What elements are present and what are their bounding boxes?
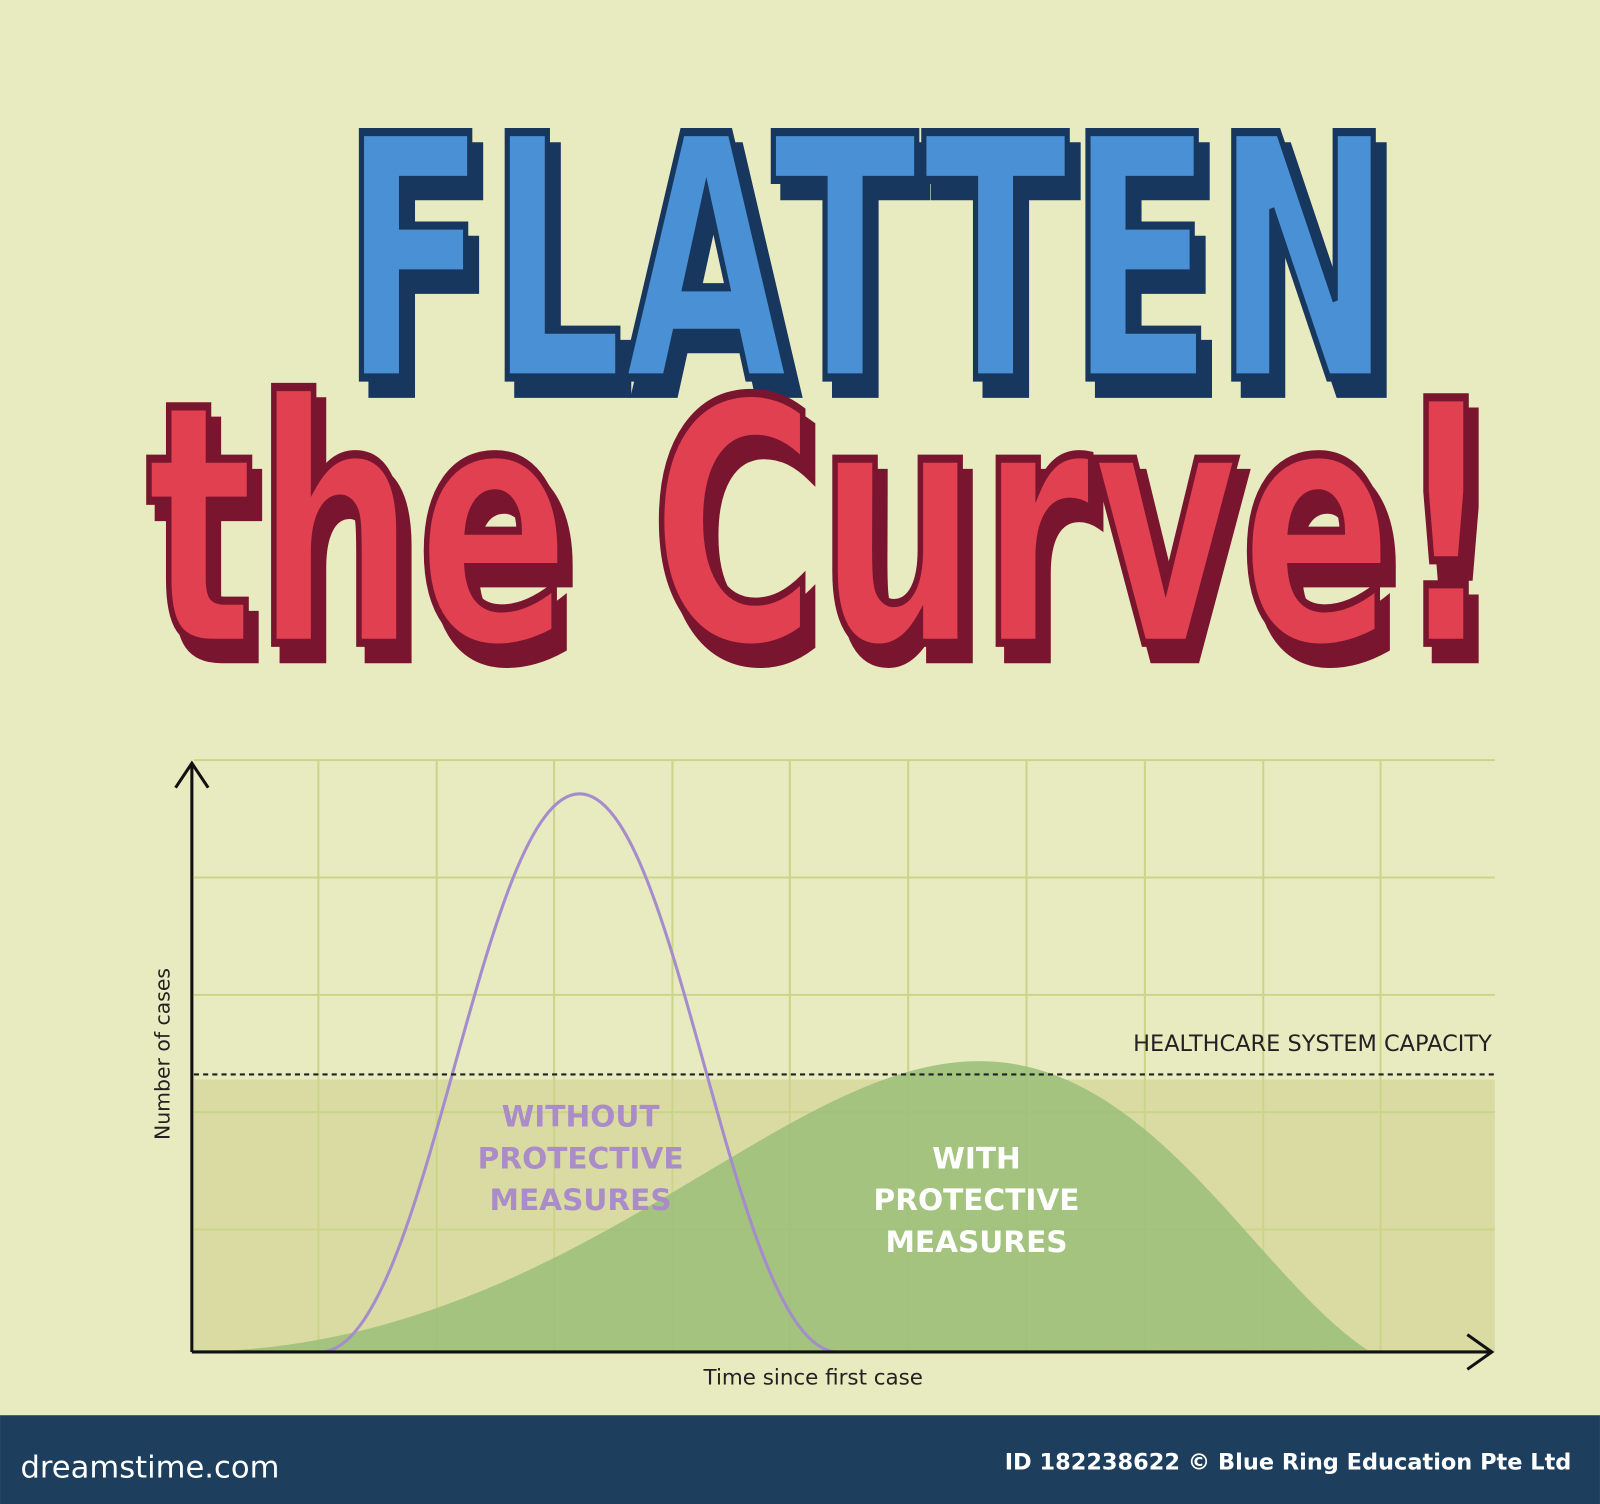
- annotation: PROTECTIVE: [874, 1183, 1080, 1217]
- title-shadow: the Curve!: [155, 346, 1507, 738]
- annotation: MEASURES: [490, 1183, 672, 1217]
- with-label: WITH PROTECTIVE MEASURES: [874, 1141, 1080, 1259]
- y-axis-label: Number of cases: [150, 968, 174, 1140]
- x-axis-label: Time since first case: [703, 1366, 923, 1391]
- title-shadow: FLATTEN: [352, 81, 1403, 473]
- annotation: WITH: [932, 1141, 1021, 1175]
- y-axis: [174, 760, 210, 1352]
- footer-brand: dreamstime.com: [20, 1450, 279, 1485]
- footer-credit: ID 182238622 © Blue Ring Education Pte L…: [1005, 1449, 1572, 1475]
- annotation: MEASURES: [885, 1225, 1067, 1259]
- title-line-2: the Curve!: [146, 331, 1498, 723]
- title-line-1: FLATTEN: [342, 66, 1393, 458]
- with-measures-curve: [193, 1061, 1368, 1352]
- x-axis: [191, 1333, 1495, 1371]
- annotation: PROTECTIVE: [478, 1141, 684, 1175]
- without-measures-curve: [321, 792, 837, 1354]
- capacity-label: HEALTHCARE SYSTEM CAPACITY: [1133, 1031, 1492, 1057]
- without-label: WITHOUT PROTECTIVE MEASURES: [478, 1099, 684, 1217]
- annotation: WITHOUT: [502, 1099, 661, 1133]
- footer-bar: [0, 1415, 1600, 1504]
